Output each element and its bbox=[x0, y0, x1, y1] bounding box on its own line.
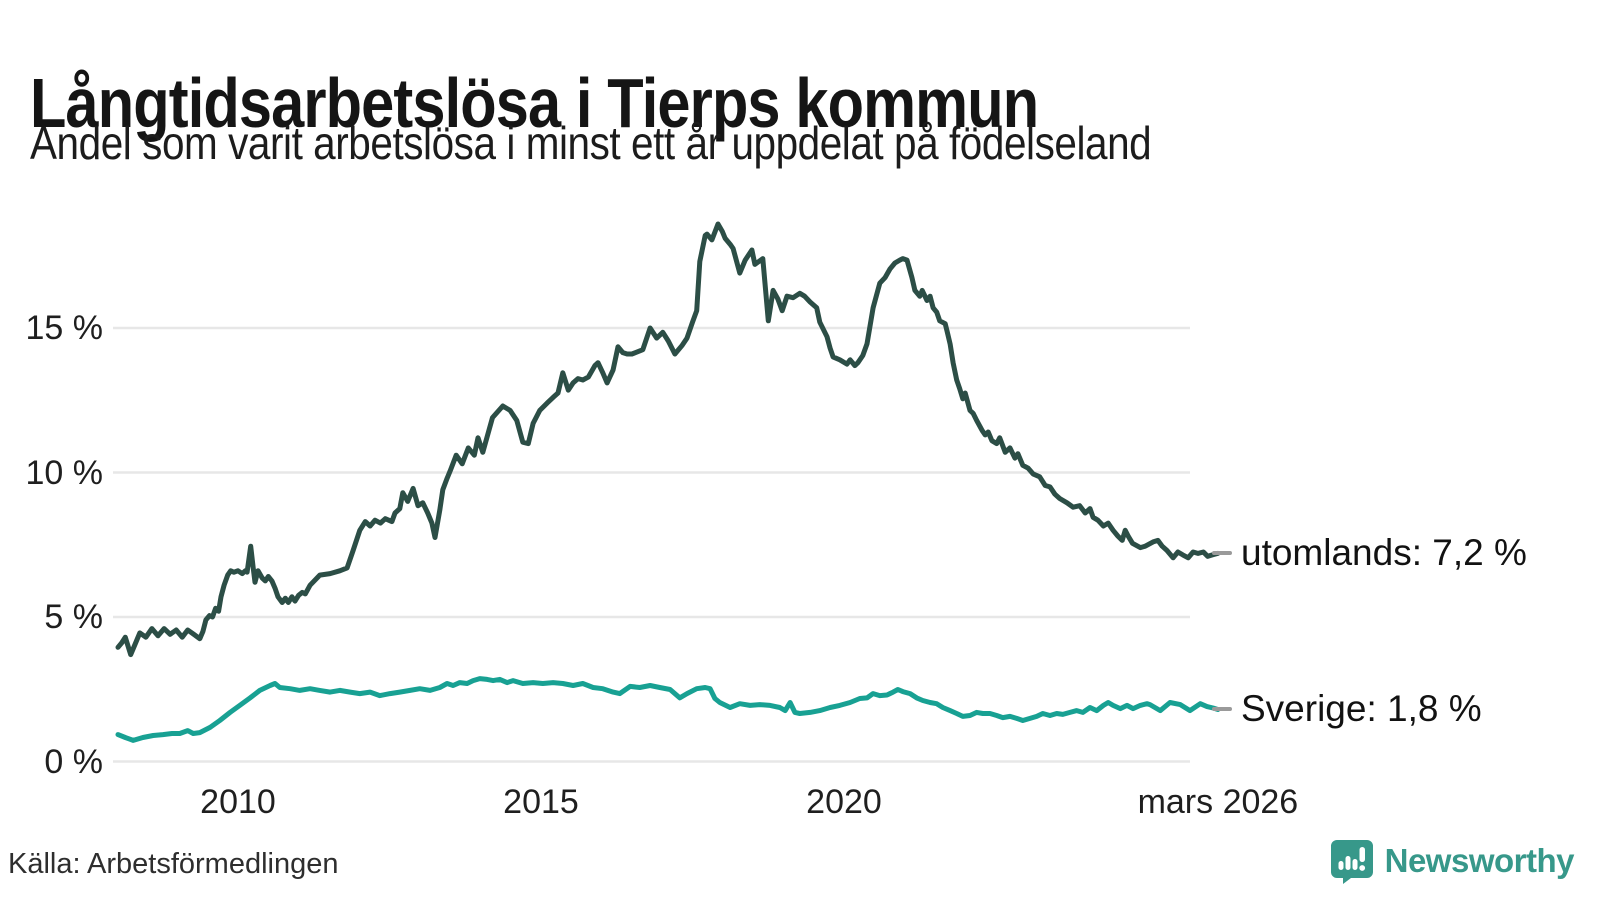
newsworthy-wordmark: Newsworthy bbox=[1384, 842, 1575, 879]
newsworthy-logo-icon bbox=[1330, 840, 1373, 884]
series-line-utomlands bbox=[115, 221, 1221, 658]
series-line-sverige bbox=[115, 676, 1221, 743]
series-label-sverige: Sverige: 1,8 % bbox=[1212, 683, 1482, 735]
leader-dash bbox=[1212, 551, 1232, 556]
y-tick-label: 0 % bbox=[44, 742, 103, 781]
x-tick-label: mars 2026 bbox=[1137, 783, 1299, 821]
page-subtitle: Andel som varit arbetslösa i minst ett å… bbox=[30, 117, 1152, 169]
page-title: Långtidsarbetslösa i Tierps kommun bbox=[30, 63, 1039, 142]
source-caption: Källa: Arbetsförmedlingen bbox=[8, 848, 339, 880]
newsworthy-branding: Newsworthy bbox=[1329, 838, 1575, 884]
x-tick-label: 2010 bbox=[200, 783, 276, 821]
leader-dash bbox=[1212, 707, 1232, 712]
y-tick-label: 15 % bbox=[25, 309, 104, 347]
y-tick-label: 5 % bbox=[44, 598, 103, 636]
series-end-label-text: utomlands: 7,2 % bbox=[1241, 532, 1527, 574]
series-label-utomlands: utomlands: 7,2 % bbox=[1212, 527, 1527, 579]
series-end-label-text: Sverige: 1,8 % bbox=[1241, 688, 1482, 730]
x-tick-label: 2020 bbox=[806, 783, 882, 821]
x-tick-label: 2015 bbox=[503, 783, 579, 821]
y-tick-label: 10 % bbox=[25, 453, 104, 492]
